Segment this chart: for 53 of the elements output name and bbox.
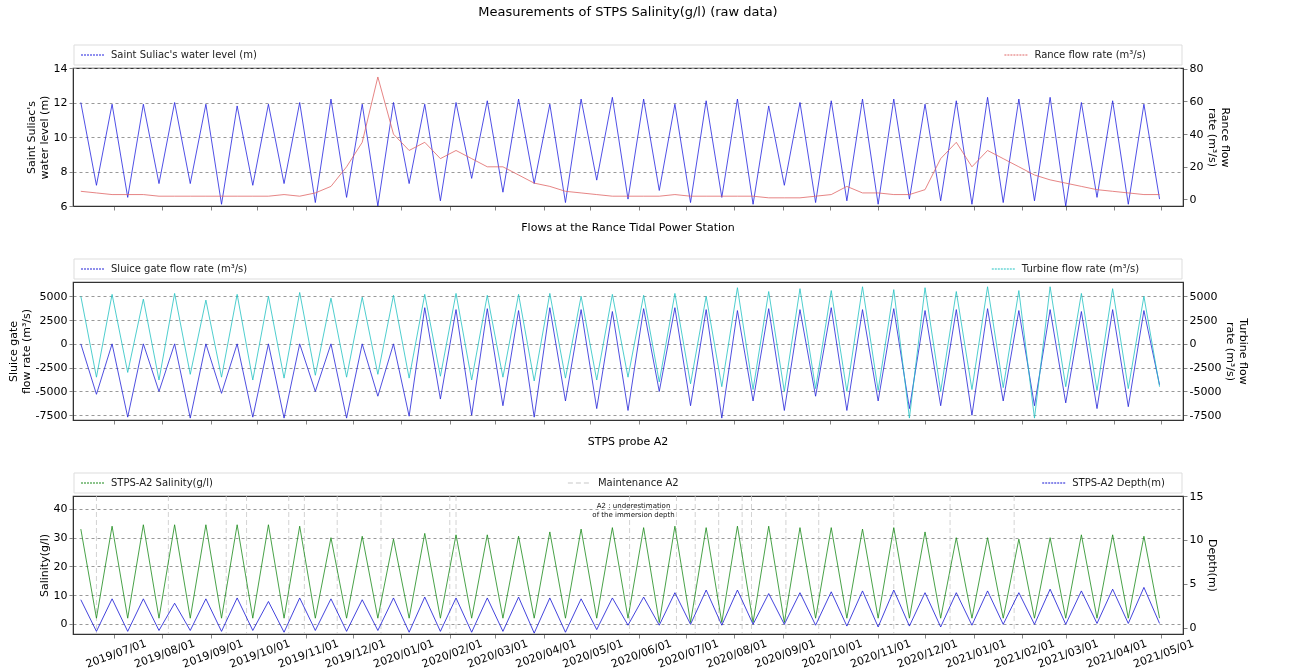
y-tick-label: 0 bbox=[60, 337, 68, 351]
line-series bbox=[80, 307, 1160, 419]
y-tick-label: 30 bbox=[53, 531, 68, 545]
y2-axis-title: Rance flow rate (m³/s) bbox=[1206, 107, 1233, 168]
line-series bbox=[80, 76, 1160, 199]
y-tick-label: 5000 bbox=[39, 289, 68, 303]
chart-title: Flows at the Rance Tidal Power Station bbox=[521, 220, 735, 234]
line-series bbox=[80, 524, 1160, 623]
y2-tick-label: 10 bbox=[1189, 533, 1204, 547]
legend-label: Sluice gate flow rate (m³/s) bbox=[111, 263, 248, 274]
y2-tick-label: -5000 bbox=[1189, 384, 1222, 398]
y2-tick-label: -2500 bbox=[1189, 361, 1222, 375]
y-tick-label: -2500 bbox=[35, 361, 68, 375]
y-tick-label: -7500 bbox=[35, 408, 68, 422]
legend-label: Maintenance A2 bbox=[597, 477, 679, 488]
legend-label: Turbine flow rate (m³/s) bbox=[1020, 263, 1140, 274]
y2-tick-label: 20 bbox=[1189, 160, 1204, 174]
y-tick-label: 6 bbox=[60, 199, 68, 213]
line-series bbox=[80, 286, 1160, 419]
legend-label: Saint Suliac's water level (m) bbox=[111, 49, 257, 60]
y2-axis-title: Turbine flow rate (m³/s) bbox=[1224, 317, 1251, 385]
legend-label: STPS-A2 Depth(m) bbox=[1072, 477, 1165, 488]
y2-tick-label: 0 bbox=[1189, 621, 1197, 635]
legend-label: Rance flow rate (m³/s) bbox=[1034, 49, 1146, 60]
y-tick-label: 0 bbox=[60, 617, 68, 631]
legend-label: STPS-A2 Salinity(g/l) bbox=[111, 477, 213, 488]
y-tick-label: 10 bbox=[53, 130, 68, 144]
y-tick-label: 40 bbox=[53, 502, 68, 516]
y2-tick-label: 15 bbox=[1189, 489, 1204, 503]
y-tick-label: 8 bbox=[60, 165, 68, 178]
y2-tick-label: 80 bbox=[1189, 62, 1204, 76]
y-tick-label: 14 bbox=[53, 61, 68, 75]
y-axis-title: Sluice gate flow rate (m³/s) bbox=[6, 308, 33, 395]
y2-tick-label: 5 bbox=[1189, 577, 1197, 591]
line-series bbox=[80, 587, 1160, 634]
y-axis-title: Salinity(g/l) bbox=[37, 533, 51, 598]
y2-axis-title: Depth(m) bbox=[1206, 539, 1220, 592]
chart-title: STPS probe A2 bbox=[587, 434, 669, 448]
y2-tick-label: 0 bbox=[1189, 337, 1197, 351]
line-series bbox=[80, 96, 1160, 206]
y2-tick-label: 2500 bbox=[1189, 313, 1218, 327]
chart-title: Measurements of STPS Salinity(g/l) (raw data) bbox=[478, 3, 778, 19]
y2-tick-label: 0 bbox=[1189, 192, 1197, 206]
y2-tick-label: 5000 bbox=[1189, 289, 1218, 303]
y-tick-label: -5000 bbox=[35, 384, 68, 398]
y-axis-title: Saint Suliac's water level (m) bbox=[24, 95, 51, 180]
y-tick-label: 12 bbox=[53, 96, 68, 109]
y-tick-label: 2500 bbox=[39, 313, 68, 327]
y-tick-label: 20 bbox=[53, 559, 68, 573]
y2-tick-label: 60 bbox=[1189, 94, 1204, 108]
y2-tick-label: 40 bbox=[1189, 127, 1204, 141]
y2-tick-label: -7500 bbox=[1189, 408, 1222, 422]
y-tick-label: 10 bbox=[53, 588, 68, 602]
